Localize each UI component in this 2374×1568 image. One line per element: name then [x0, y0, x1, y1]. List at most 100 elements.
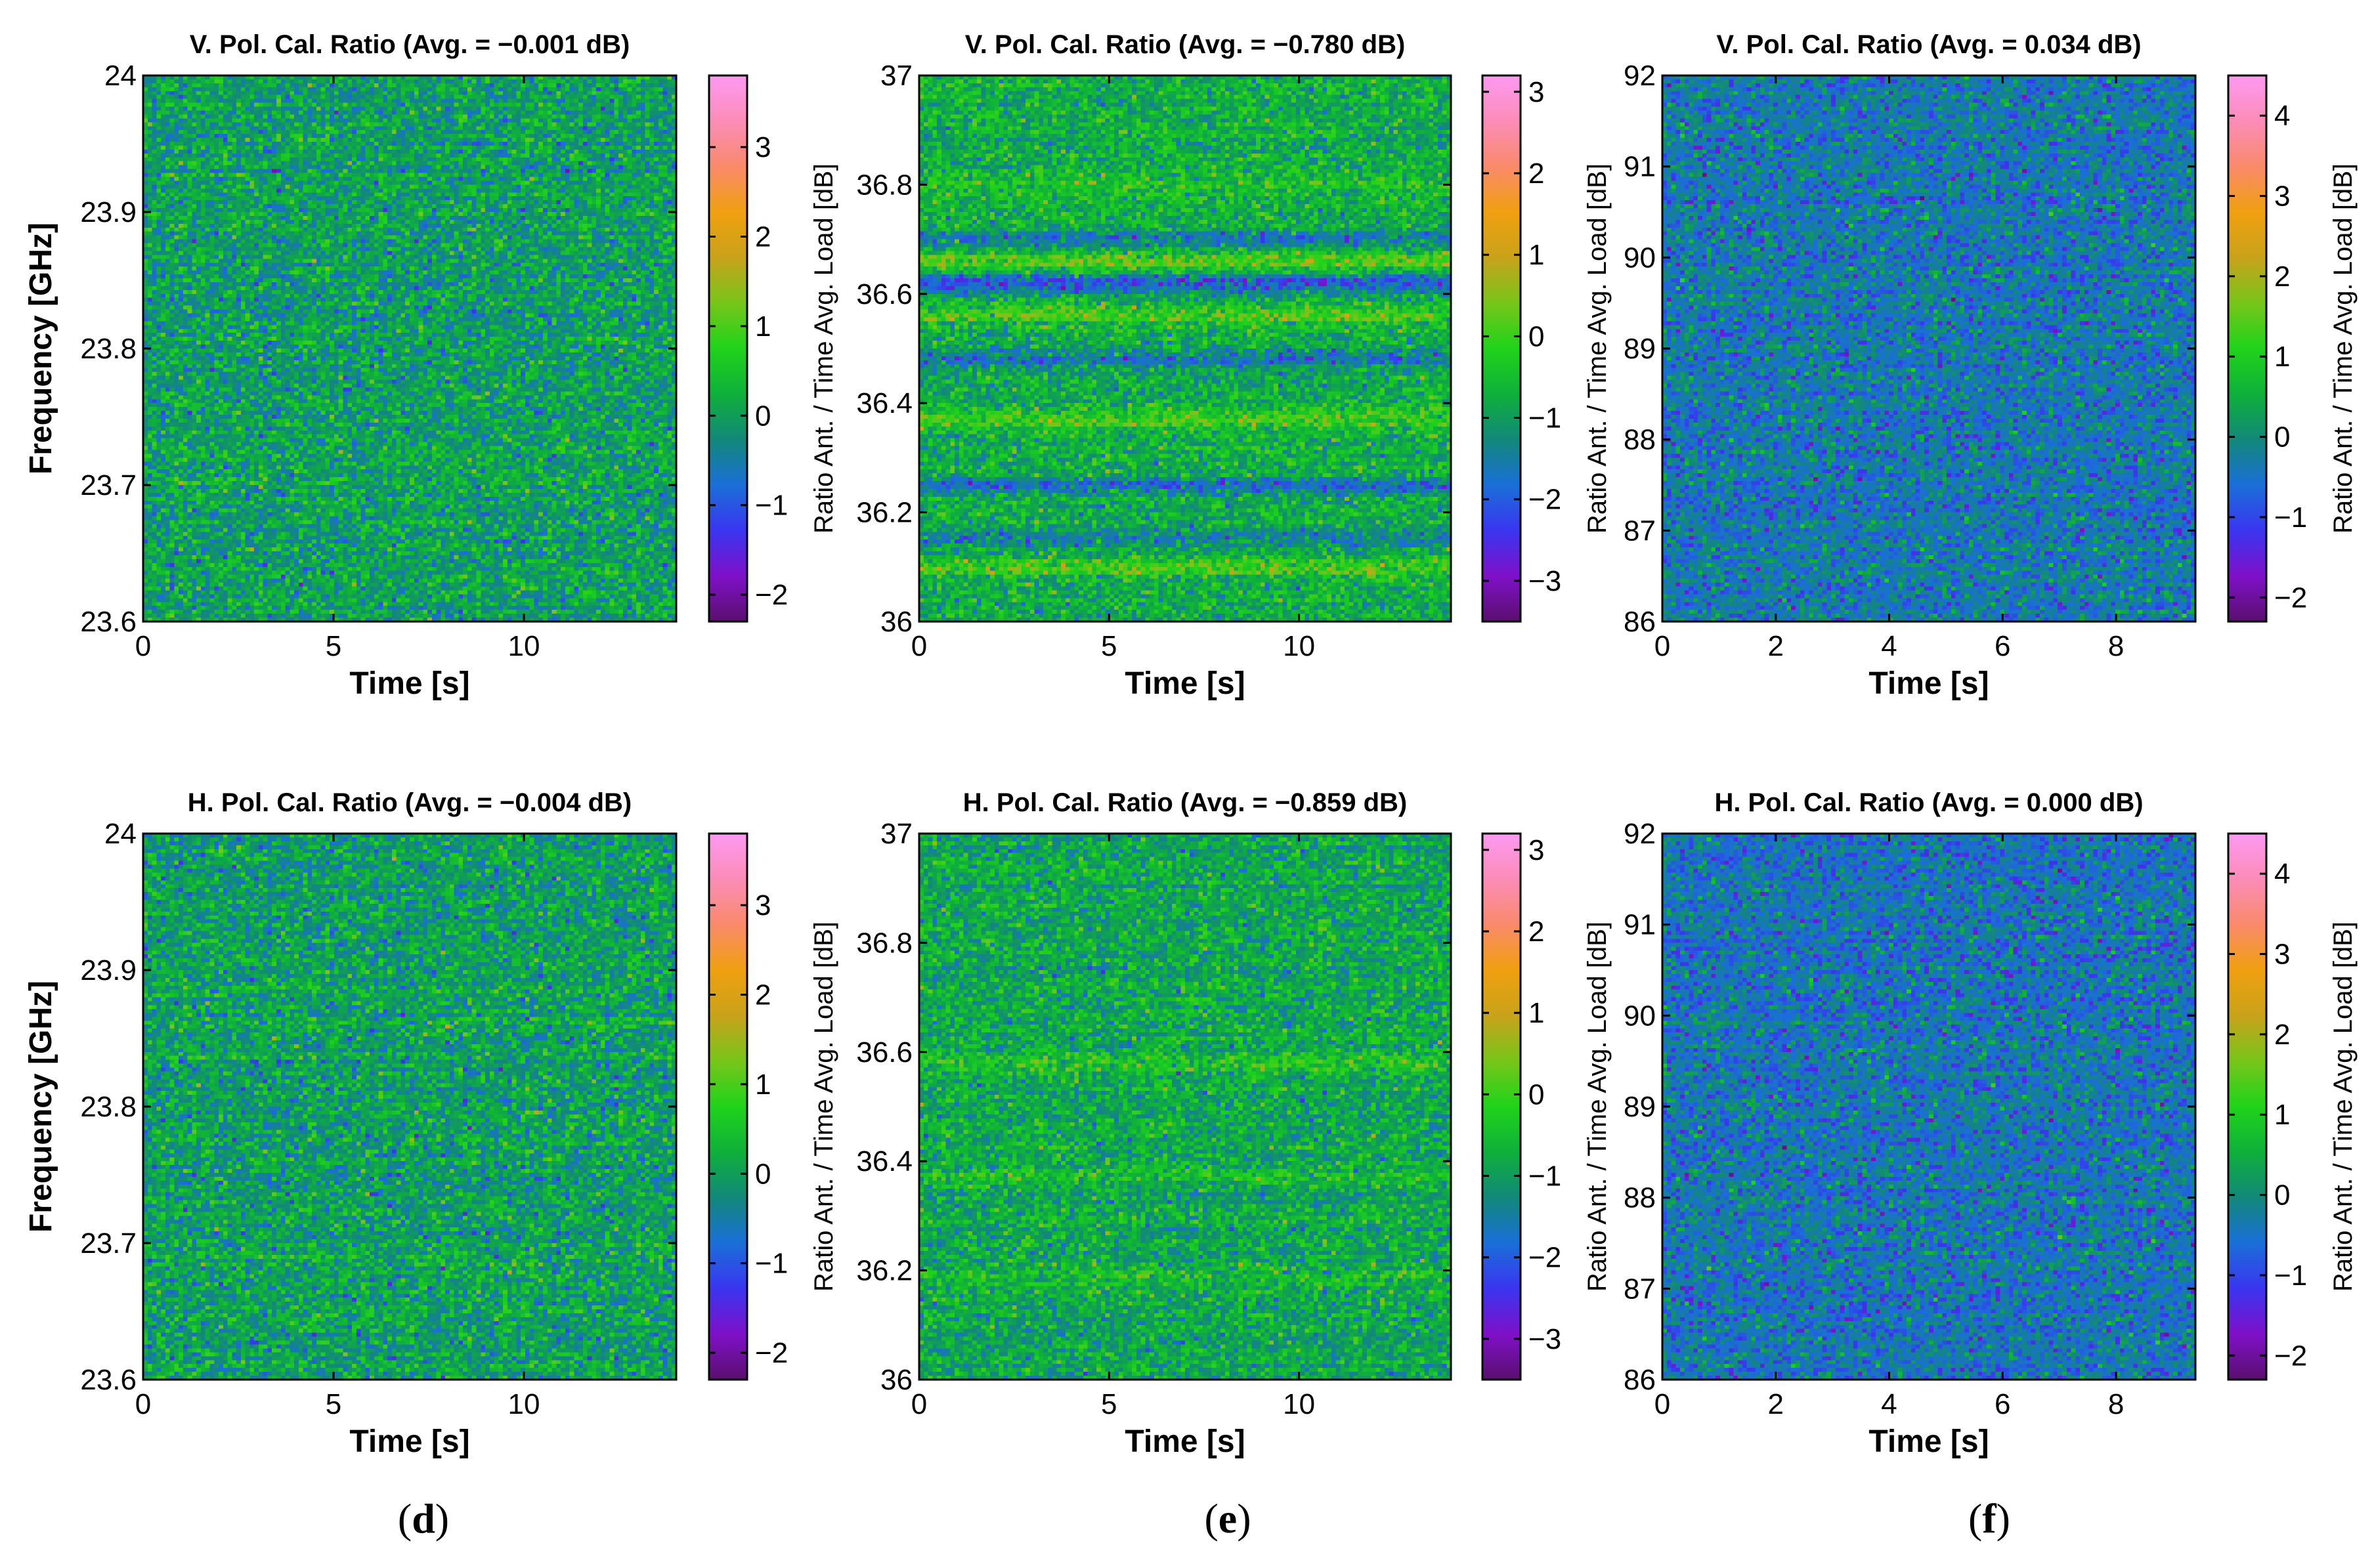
colorbar-tick-label: 1 [1528, 997, 1544, 1029]
colorbar-tick-label: −1 [1528, 402, 1561, 434]
colorbar-label: Ratio Ant. / Time Avg. Load [dB] [1583, 163, 1612, 534]
x-tick-label: 10 [508, 1388, 540, 1420]
colorbar-tick-label: 2 [755, 979, 771, 1011]
colorbar-tick-label: −2 [1528, 484, 1561, 516]
figure: V. Pol. Cal. Ratio (Avg. = −0.001 dB) 0 5 1… [0, 0, 2374, 1568]
colorbar-tick-label: 0 [755, 1158, 771, 1190]
colorbar-tick-label: 1 [755, 1069, 771, 1101]
colorbar-tick-label: 3 [2274, 939, 2290, 971]
colorbar-tick-label: −1 [755, 490, 788, 522]
y-tick-label: 90 [1624, 1000, 1656, 1032]
x-tick-label: 8 [2108, 630, 2124, 662]
colorbar-tick-label: 4 [2274, 100, 2290, 132]
x-tick-label: 5 [1101, 630, 1117, 662]
colorbar-tick-label: 0 [1528, 1078, 1544, 1111]
colorbar [709, 75, 747, 622]
colorbar-tick-label: 3 [2274, 180, 2290, 213]
y-tick-label: 36.2 [856, 1255, 913, 1287]
x-tick-label: 0 [135, 1388, 151, 1420]
x-tick-label: 8 [2108, 1388, 2124, 1420]
y-tick-label: 36 [880, 1364, 913, 1396]
y-tick-label: 23.7 [80, 1227, 137, 1260]
heatmap-image [1662, 834, 2196, 1380]
colorbar-tick-label: 0 [755, 400, 771, 432]
colorbar-tick-label: 4 [2274, 858, 2290, 890]
x-tick-label: 0 [1654, 630, 1670, 662]
colorbar-tick-label: 0 [2274, 1179, 2290, 1212]
x-tick-label: 6 [1995, 630, 2010, 662]
y-axis-label: Frequency [GHz] [24, 222, 58, 475]
colorbar-tick-label: 2 [2274, 1019, 2290, 1051]
y-tick-label: 87 [1624, 1273, 1656, 1305]
colorbar-tick-label: 3 [755, 889, 771, 922]
colorbar-tick-label: −1 [1528, 1160, 1561, 1193]
plot-title: V. Pol. Cal. Ratio (Avg. = −0.001 dB) [190, 30, 630, 59]
colorbar-tick-label: 2 [1528, 916, 1544, 948]
colorbar-tick-label: −2 [755, 1337, 788, 1369]
colorbar-label: Ratio Ant. / Time Avg. Load [dB] [809, 922, 838, 1292]
x-tick-label: 2 [1768, 1388, 1784, 1420]
colorbar-tick-label: −3 [1528, 565, 1561, 597]
colorbar-label: Ratio Ant. / Time Avg. Load [dB] [1583, 922, 1612, 1292]
y-axis-label: Frequency [GHz] [24, 981, 58, 1233]
y-tick-label: 92 [1624, 818, 1656, 850]
y-tick-label: 23.8 [80, 333, 137, 365]
colorbar [1482, 75, 1521, 622]
colorbar-label: Ratio Ant. / Time Avg. Load [dB] [809, 163, 838, 534]
y-tick-label: 36.8 [856, 169, 913, 201]
y-tick-label: 24 [104, 60, 137, 92]
y-tick-label: 23.9 [80, 954, 137, 986]
y-tick-label: 23.7 [80, 469, 137, 501]
x-axis-label: Time [s] [1125, 666, 1245, 701]
y-tick-label: 23.8 [80, 1091, 137, 1123]
x-tick-label: 5 [1101, 1388, 1117, 1420]
x-tick-label: 2 [1768, 630, 1784, 662]
colorbar-label: Ratio Ant. / Time Avg. Load [dB] [2329, 922, 2358, 1292]
colorbar-label: Ratio Ant. / Time Avg. Load [dB] [2329, 163, 2358, 534]
x-axis-label: Time [s] [1125, 1424, 1245, 1459]
y-tick-label: 23.9 [80, 196, 137, 228]
colorbar-tick-label: 3 [1528, 76, 1544, 108]
y-tick-label: 36 [880, 606, 913, 638]
colorbar [709, 834, 747, 1380]
colorbar [2228, 75, 2266, 622]
y-tick-label: 36.2 [856, 497, 913, 529]
colorbar-tick-label: −1 [2274, 1260, 2307, 1292]
colorbar-tick-label: 0 [2274, 421, 2290, 454]
colorbar-tick-label: 3 [1528, 834, 1544, 866]
colorbar-tick-label: 1 [2274, 341, 2290, 373]
subplot-6: H. Pol. Cal. Ratio (Avg. = 0.000 dB)0 2 4 6… [1624, 788, 2358, 1459]
y-tick-label: 36.8 [856, 927, 913, 959]
y-tick-label: 36.4 [856, 387, 913, 419]
x-tick-label: 0 [911, 1388, 927, 1420]
x-tick-label: 4 [1881, 630, 1897, 662]
y-tick-label: 36.6 [856, 1036, 913, 1069]
colorbar-tick-label: 1 [755, 310, 771, 343]
y-tick-label: 89 [1624, 1091, 1656, 1123]
y-tick-label: 87 [1624, 515, 1656, 547]
heatmap-image [919, 75, 1452, 622]
x-tick-label: 5 [326, 630, 341, 662]
subplot-5: H. Pol. Cal. Ratio (Avg. = −0.859 dB)0 5 1… [856, 788, 1612, 1459]
y-tick-label: 23.6 [80, 1364, 137, 1396]
colorbar-tick-label: 1 [2274, 1099, 2290, 1131]
x-axis-label: Time [s] [1868, 1424, 1989, 1459]
colorbar [2228, 834, 2266, 1380]
colorbar-tick-label: 0 [1528, 320, 1544, 352]
figure-canvas: V. Pol. Cal. Ratio (Avg. = −0.001 dB) 0 5 1… [0, 0, 2374, 1568]
subplot-3: V. Pol. Cal. Ratio (Avg. = 0.034 dB) 0 2 4 6… [1624, 30, 2358, 701]
heatmap-image [1662, 75, 2196, 622]
plot-title: V. Pol. Cal. Ratio (Avg. = −0.780 dB) [965, 30, 1406, 59]
y-tick-label: 36.6 [856, 278, 913, 310]
y-tick-label: 36.4 [856, 1145, 913, 1177]
colorbar-tick-label: −3 [1528, 1323, 1561, 1355]
y-tick-label: 88 [1624, 1182, 1656, 1214]
subplot-2: V. Pol. Cal. Ratio (Avg. = −0.780 dB) 0 5 1… [856, 30, 1612, 701]
y-tick-label: 24 [104, 818, 137, 850]
x-tick-label: 0 [1654, 1388, 1670, 1420]
plot-title: V. Pol. Cal. Ratio (Avg. = 0.034 dB) [1716, 30, 2141, 59]
y-tick-label: 23.6 [80, 606, 137, 638]
colorbar-tick-label: 1 [1528, 239, 1544, 271]
panel-label-f: (f) [1968, 1495, 2010, 1542]
x-tick-label: 10 [1283, 630, 1315, 662]
